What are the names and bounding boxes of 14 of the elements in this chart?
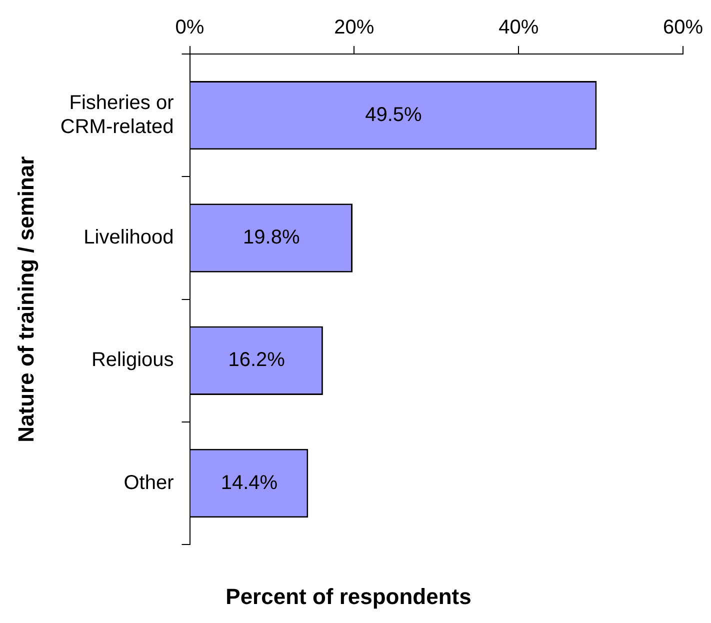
- data-label: 49.5%: [365, 104, 422, 126]
- x-tick-label: 20%: [334, 16, 374, 39]
- x-axis-title: Percent of respondents: [226, 584, 472, 609]
- y-tick-label: Fisheries or CRM-related: [60, 92, 174, 138]
- data-label: 19.8%: [243, 226, 300, 248]
- x-tick-label: 0%: [175, 16, 204, 39]
- y-tick-label: Livelihood: [84, 226, 174, 248]
- y-axis-title: Nature of training / seminar: [13, 156, 38, 442]
- data-label: 14.4%: [220, 472, 278, 494]
- x-tick-label: 60%: [662, 16, 704, 39]
- y-tick-label: Other: [124, 472, 174, 494]
- x-tick-label: 40%: [498, 16, 539, 39]
- data-label: 16.2%: [228, 349, 286, 372]
- y-tick-label: Religious: [91, 349, 174, 372]
